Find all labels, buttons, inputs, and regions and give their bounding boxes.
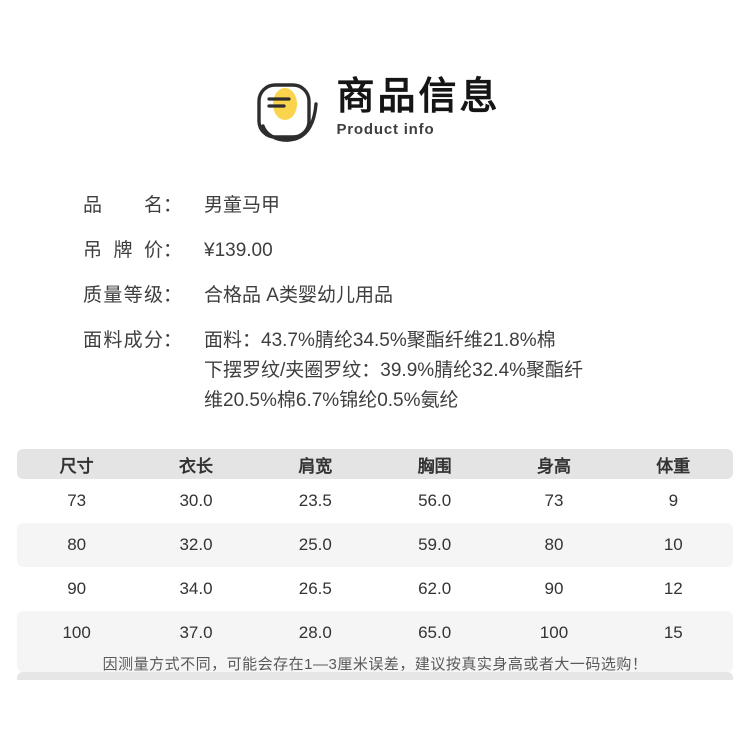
page-header: 商品信息 Product info <box>0 60 750 147</box>
size-row-90: 90 34.0 26.5 62.0 90 12 <box>17 567 733 611</box>
size-cell: 28.0 <box>298 623 332 642</box>
size-cell: 59.0 <box>418 535 452 554</box>
detail-label: 质量等级 <box>83 285 163 306</box>
size-row-73: 73 30.0 23.5 56.0 73 9 <box>17 479 733 523</box>
size-cell: 15 <box>663 623 683 642</box>
size-cell: 100 <box>539 623 569 642</box>
detail-row-product-name: 品名： 男童马甲 <box>83 191 750 220</box>
header-cell-size: 尺寸 <box>59 456 94 476</box>
detail-colon: ： <box>163 240 183 261</box>
size-cell: 12 <box>663 579 683 598</box>
size-table: 尺寸 衣长 肩宽 胸围 身高 体重 73 30.0 23.5 56.0 73 9… <box>17 449 733 680</box>
fabric-line: 下摆罗纹/夹圈罗纹：39.9%腈纶32.4%聚酯纤 <box>204 360 584 381</box>
header-cell-garment-length: 衣长 <box>178 456 213 476</box>
header-cell-chest: 胸围 <box>417 456 452 476</box>
next-section-divider <box>17 672 733 680</box>
size-cell: 100 <box>62 623 91 642</box>
detail-colon: ： <box>163 195 183 216</box>
size-cell: 9 <box>668 491 679 510</box>
measurement-disclaimer: 因测量方式不同，可能会存在1—3厘米误差，建议按真实身高或者大一码选购！ <box>102 656 648 673</box>
detail-row-quality-grade: 质量等级： 合格品 A类婴幼儿用品 <box>83 281 750 310</box>
page-title: 商品信息 <box>336 76 501 118</box>
detail-row-tag-price: 吊牌价： ¥139.00 <box>83 236 750 265</box>
detail-value-fabric-composition: 面料：43.7%腈纶34.5%聚酯纤维21.8%棉 下摆罗纹/夹圈罗纹：39.9… <box>204 326 583 416</box>
size-cell: 73 <box>544 491 564 510</box>
detail-row-fabric-composition: 面料成分： 面料：43.7%腈纶34.5%聚酯纤维21.8%棉 下摆罗纹/夹圈罗… <box>83 326 750 416</box>
size-cell: 23.5 <box>298 491 332 510</box>
size-cell: 90 <box>544 579 564 598</box>
size-cell: 26.5 <box>298 579 332 598</box>
header-cell-height: 身高 <box>536 456 571 476</box>
detail-value-product-name: 男童马甲 <box>204 195 281 216</box>
size-cell: 62.0 <box>418 579 452 598</box>
header-cell-weight: 体重 <box>656 456 691 476</box>
detail-value-tag-price: ¥139.00 <box>204 240 273 261</box>
detail-label: 品名 <box>83 195 163 216</box>
size-cell: 10 <box>663 535 683 554</box>
detail-value-quality-grade: 合格品 A类婴幼儿用品 <box>204 285 393 306</box>
size-cell: 73 <box>67 491 87 510</box>
size-cell: 90 <box>67 579 87 598</box>
size-cell: 56.0 <box>418 491 452 510</box>
detail-colon: ： <box>163 285 183 306</box>
size-table-bottom-block: 100 37.0 28.0 65.0 100 15 因测量方式不同，可能会存在1… <box>17 611 733 673</box>
size-cell: 80 <box>544 535 564 554</box>
detail-label: 面料成分 <box>83 330 163 351</box>
size-row-100: 100 37.0 28.0 65.0 100 15 <box>17 611 733 655</box>
page-subtitle: Product info <box>336 121 435 138</box>
header-cell-shoulder-width: 肩宽 <box>298 456 333 476</box>
size-cell: 37.0 <box>179 623 213 642</box>
fabric-line: 维20.5%棉6.7%锦纶0.5%氨纶 <box>204 390 459 411</box>
size-row-80: 80 32.0 25.0 59.0 80 10 <box>17 523 733 567</box>
size-cell: 30.0 <box>179 491 213 510</box>
size-cell: 32.0 <box>179 535 213 554</box>
header-text: 商品信息 Product info <box>336 60 500 138</box>
product-info-icon <box>249 60 324 147</box>
product-info-page: 商品信息 Product info 品名： 男童马甲 吊牌价： ¥139.00 … <box>0 60 750 751</box>
detail-colon: ： <box>163 330 183 351</box>
size-cell: 25.0 <box>298 535 332 554</box>
product-details: 品名： 男童马甲 吊牌价： ¥139.00 质量等级： 合格品 A类婴幼儿用品 … <box>83 191 750 416</box>
size-cell: 65.0 <box>418 623 452 642</box>
size-table-header: 尺寸 衣长 肩宽 胸围 身高 体重 <box>17 449 733 479</box>
detail-label: 吊牌价 <box>83 240 163 261</box>
size-cell: 34.0 <box>179 579 213 598</box>
size-cell: 80 <box>67 535 87 554</box>
fabric-line: 面料：43.7%腈纶34.5%聚酯纤维21.8%棉 <box>204 330 556 351</box>
